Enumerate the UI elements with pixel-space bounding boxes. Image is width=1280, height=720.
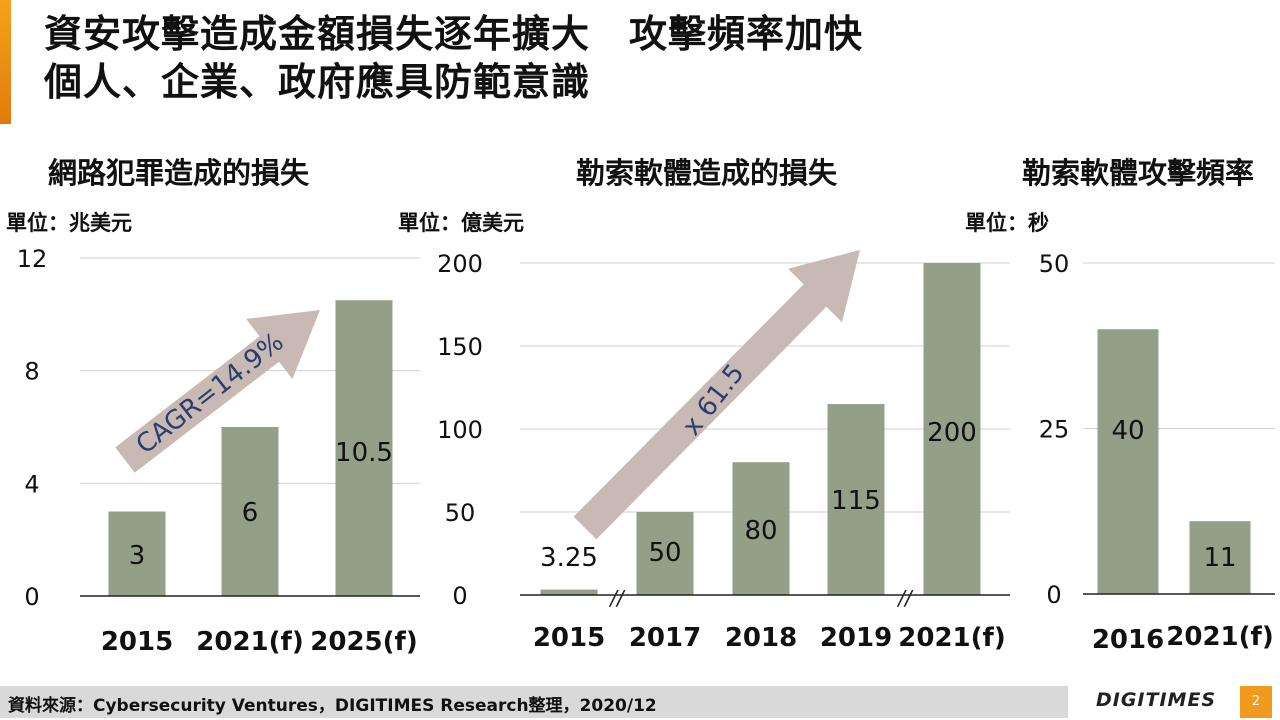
y-tick-label: 50 — [445, 499, 476, 527]
chart-title-ransomware-frequency: 勒索軟體攻擊頻率 — [1022, 156, 1255, 190]
x-category-label: 2016 — [1092, 625, 1164, 655]
source-note: 資料來源：Cybersecurity Ventures，DIGITIMES Re… — [8, 696, 657, 716]
data-label: 3 — [129, 541, 146, 571]
y-tick-label: 0 — [1046, 581, 1061, 609]
data-label: 10.5 — [335, 438, 393, 468]
unit-label-cybercrime: 單位：兆美元 — [6, 211, 132, 235]
bar — [732, 462, 790, 595]
y-tick-label: 8 — [24, 358, 39, 386]
data-label: 80 — [744, 516, 777, 546]
bar — [221, 427, 279, 596]
x-category-label: 2021(f) — [898, 623, 1005, 653]
x-category-label: 2015 — [533, 623, 605, 653]
bar — [636, 512, 694, 595]
chart-title-ransomware-loss: 勒索軟體造成的損失 — [576, 156, 838, 190]
x-category-label: 2019 — [820, 623, 892, 653]
bar — [827, 404, 885, 595]
axis-break-mark: // — [608, 586, 626, 610]
x-category-label: 2021(f) — [196, 627, 303, 657]
bar — [540, 589, 598, 595]
bar — [1189, 521, 1251, 594]
y-tick-label: 50 — [1039, 250, 1070, 278]
data-label: 115 — [831, 486, 881, 516]
x-category-label: 2021(f) — [1166, 622, 1273, 652]
trend-arrow — [115, 310, 320, 473]
y-tick-label: 4 — [24, 470, 39, 498]
x-category-label: 2025(f) — [310, 627, 417, 657]
x-category-label: 2017 — [629, 623, 701, 653]
y-tick-label: 25 — [1039, 416, 1070, 444]
unit-label-ransomware-frequency: 單位：秒 — [965, 211, 1049, 235]
data-label: 200 — [927, 418, 977, 448]
x-category-label: 2015 — [101, 627, 173, 657]
x-category-label: 2018 — [725, 623, 797, 653]
y-tick-label: 150 — [437, 333, 483, 361]
bar — [923, 263, 981, 595]
page-title: 資安攻擊造成金額損失逐年擴大 攻擊頻率加快 個人、企業、政府應具防範意識 — [44, 12, 864, 104]
data-label: 50 — [648, 538, 681, 568]
y-tick-label: 0 — [24, 583, 39, 611]
page-number: 2 — [1240, 686, 1272, 718]
y-tick-label: 100 — [437, 416, 483, 444]
bar — [335, 300, 393, 596]
data-label: 3.25 — [540, 543, 598, 573]
bar — [108, 511, 166, 596]
data-label: 6 — [242, 498, 259, 528]
brand-logo: DIGITIMES — [1096, 689, 1217, 711]
y-tick-label: 200 — [437, 250, 483, 278]
data-label: 40 — [1111, 416, 1144, 446]
data-label: 11 — [1203, 543, 1236, 573]
chart-title-cybercrime: 網路犯罪造成的損失 — [48, 156, 310, 190]
accent-bar — [0, 0, 11, 124]
y-tick-label: 12 — [17, 245, 48, 273]
trend-arrow — [573, 250, 860, 540]
axis-break-mark: // — [896, 586, 914, 610]
footer-bar — [0, 686, 1068, 718]
bar — [1097, 329, 1159, 594]
unit-label-ransomware-loss: 單位：億美元 — [398, 211, 524, 235]
y-tick-label: 0 — [452, 582, 467, 610]
